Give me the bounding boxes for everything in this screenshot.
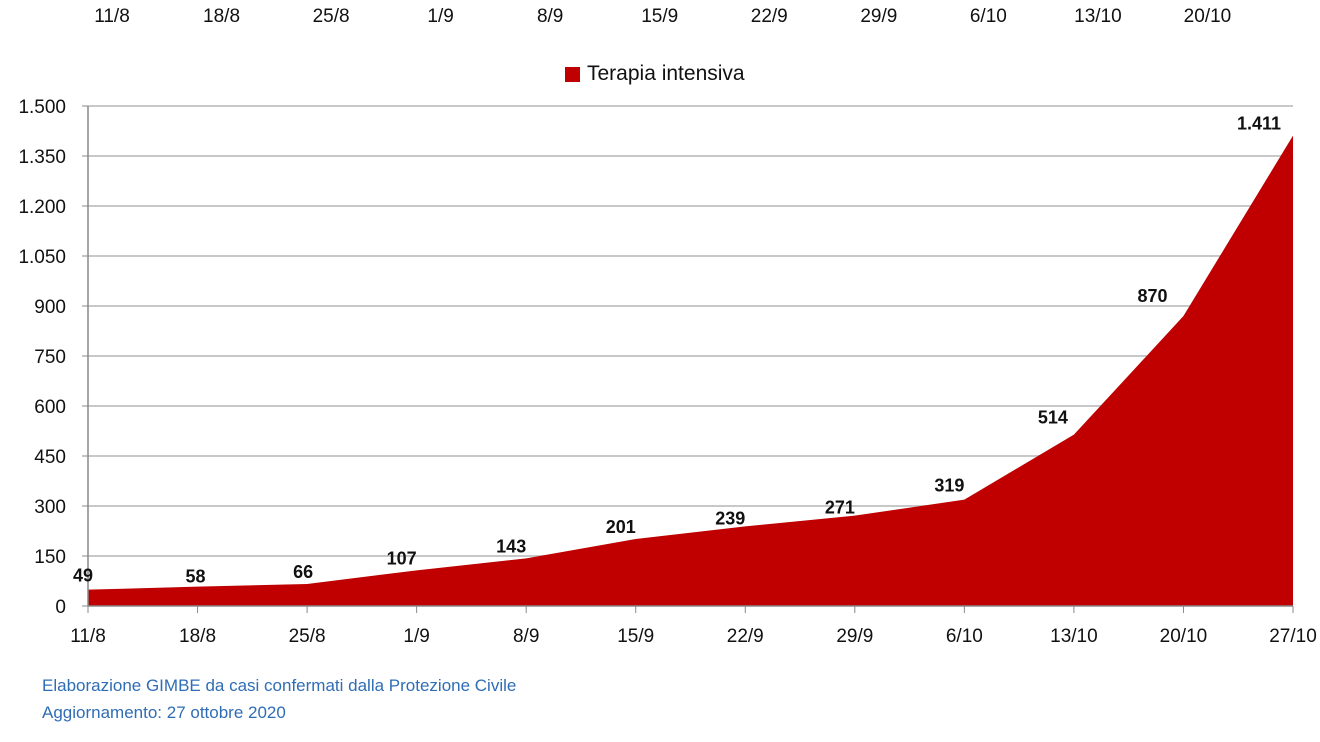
y-tick-label: 150	[34, 547, 66, 568]
y-tick-label: 1.050	[18, 247, 66, 268]
y-tick-label: 1.200	[18, 197, 66, 218]
top-axis-label: 18/8	[203, 6, 241, 27]
x-tick-label: 11/8	[70, 626, 106, 647]
x-tick-label: 18/8	[179, 626, 216, 647]
top-axis-label: 15/9	[641, 6, 679, 27]
data-label: 49	[73, 566, 93, 586]
x-tick-label: 25/8	[289, 626, 326, 647]
top-axis-label: 29/9	[860, 6, 898, 27]
x-tick-label: 27/10	[1269, 626, 1317, 647]
x-tick-label: 1/9	[403, 626, 429, 647]
top-axis-label: 13/10	[1074, 6, 1122, 27]
top-axis-label: 25/8	[312, 6, 350, 27]
x-tick-label: 8/9	[513, 626, 539, 647]
legend: Terapia intensiva	[565, 62, 745, 86]
top-axis-label: 11/8	[94, 6, 130, 27]
data-label: 107	[387, 548, 417, 568]
top-date-axis: 11/8 18/8 25/8 1/9 8/9 15/9 22/9 29/9 6/10 13/10 2…	[0, 0, 1320, 40]
area-chart: 0 150 300 450 600 750 900 1.050 1.200 1.350 1.500 1…	[18, 97, 1317, 647]
data-label: 58	[186, 567, 206, 587]
y-tick-label: 750	[34, 347, 66, 368]
x-tick-label: 6/10	[946, 626, 983, 647]
data-label: 143	[496, 536, 526, 556]
y-tick-label: 300	[34, 497, 66, 518]
y-tick-label: 600	[34, 397, 66, 418]
top-axis-label: 1/9	[427, 6, 454, 27]
footer-source: Elaborazione GIMBE da casi confermati da…	[42, 676, 517, 695]
data-label: 514	[1038, 408, 1068, 428]
data-label: 201	[606, 517, 636, 537]
y-tick-label: 1.350	[18, 147, 66, 168]
y-tick-label: 900	[34, 297, 66, 318]
data-label: 271	[825, 498, 855, 518]
y-tick-label: 450	[34, 447, 66, 468]
data-label: 870	[1137, 286, 1167, 306]
data-label: 66	[293, 562, 313, 582]
top-axis-label: 6/10	[969, 6, 1007, 27]
x-tick-label: 20/10	[1160, 626, 1208, 647]
top-axis-label: 20/10	[1183, 6, 1232, 27]
x-tick-label: 13/10	[1050, 626, 1098, 647]
data-label: 239	[715, 508, 745, 528]
data-label: 1.411	[1237, 114, 1281, 134]
y-tick-label: 1.500	[18, 97, 66, 118]
legend-label: Terapia intensiva	[587, 62, 745, 85]
y-tick-label: 0	[55, 597, 66, 618]
footer-update: Aggiornamento: 27 ottobre 2020	[42, 703, 286, 722]
data-label: 319	[934, 476, 964, 496]
area-series-terapia-intensiva	[88, 135, 1293, 606]
x-tick-label: 29/9	[836, 626, 873, 647]
top-axis-label: 22/9	[750, 6, 788, 27]
x-tick-label: 15/9	[617, 626, 654, 647]
x-tick-label: 22/9	[727, 626, 764, 647]
legend-swatch	[565, 66, 580, 82]
top-axis-label: 8/9	[536, 6, 564, 27]
